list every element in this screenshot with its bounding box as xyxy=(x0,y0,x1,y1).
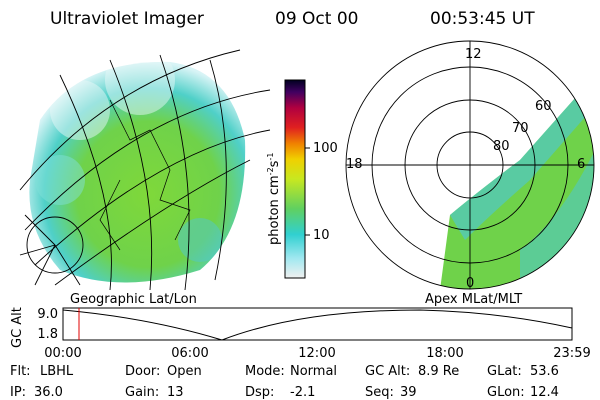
mlt-label: 0 xyxy=(466,276,474,291)
lat-label: 80 xyxy=(493,139,510,154)
unit-text: photon cm xyxy=(267,175,282,245)
altitude-plot xyxy=(62,307,573,341)
status-label: IP: xyxy=(10,385,26,400)
time: 00:53:45 UT xyxy=(430,9,535,29)
unit-exp: -1 xyxy=(266,153,275,161)
mlt-label: 6 xyxy=(577,157,585,172)
unit-text: s xyxy=(267,160,282,167)
status-value: Open xyxy=(167,364,202,379)
mlt-label: 18 xyxy=(346,157,363,172)
status-value: LBHL xyxy=(40,364,74,379)
alt-tick: 9.0 xyxy=(37,307,58,322)
polar-plot: 12 18 6 0 80 70 60 xyxy=(345,40,595,291)
globe-image xyxy=(19,49,271,291)
status-value: 39 xyxy=(400,385,417,400)
status-value: 36.0 xyxy=(34,385,63,400)
date: 09 Oct 00 xyxy=(275,9,358,29)
colorbar-unit: photon cm-2s-1 xyxy=(266,153,282,245)
status-label: Gain: xyxy=(125,385,159,400)
colorbar-tick-label: 10 xyxy=(313,228,330,243)
unit-exp: -2 xyxy=(266,167,275,175)
status-value: 12.4 xyxy=(530,385,559,400)
status-label: GLat: xyxy=(487,364,522,379)
title: Ultraviolet Imager xyxy=(50,9,204,29)
lat-label: 60 xyxy=(535,99,552,114)
status-label: Flt: xyxy=(10,364,31,379)
status-value: 53.6 xyxy=(530,364,559,379)
caption: Apex MLat/MLT xyxy=(425,292,522,307)
colorbar-tick-label: 100 xyxy=(313,141,338,156)
status-value: 8.9 Re xyxy=(418,364,459,379)
status-value: -2.1 xyxy=(290,385,315,400)
status-label: GC Alt: xyxy=(365,364,410,379)
caption: Geographic Lat/Lon xyxy=(70,292,197,307)
status-value: Normal xyxy=(290,364,337,379)
time-tick: 18:00 xyxy=(426,346,463,361)
status-label: Dsp: xyxy=(245,385,274,400)
time-tick: 23:59 xyxy=(553,346,590,361)
time-tick: 00:00 xyxy=(44,346,81,361)
mlt-label: 12 xyxy=(465,47,482,62)
status-label: Seq: xyxy=(365,385,394,400)
status-label: Door: xyxy=(125,364,160,379)
status-value: 13 xyxy=(167,385,184,400)
status-label: GLon: xyxy=(487,385,525,400)
colorbar xyxy=(284,79,306,279)
time-tick: 06:00 xyxy=(171,346,208,361)
status-label: Mode: xyxy=(245,364,285,379)
alt-axis-label: GC Alt xyxy=(10,307,25,348)
time-tick: 12:00 xyxy=(298,346,335,361)
lat-label: 70 xyxy=(512,121,529,136)
status-panel: Flt: LBHL Door: Open Mode: Normal GC Alt: 8.9 R… xyxy=(10,364,559,400)
alt-tick: 1.8 xyxy=(37,327,58,342)
